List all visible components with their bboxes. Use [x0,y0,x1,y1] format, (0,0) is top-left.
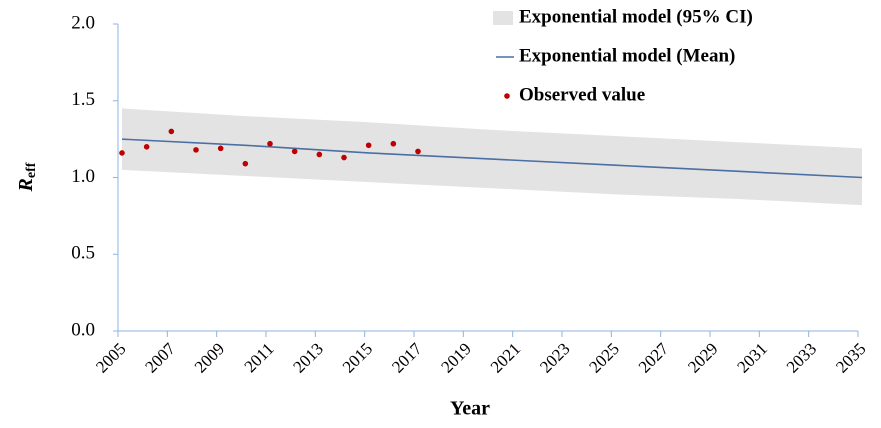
ci-band [122,108,862,206]
x-tick-label: 2027 [635,339,673,377]
observed-point [193,147,199,153]
mean-line [121,138,863,179]
observed-point [242,160,249,167]
y-axis-title: Reff [15,162,40,192]
observed-point [168,128,175,135]
legend-label: Exponential model (Mean) [519,45,735,66]
x-tick-label: 2007 [141,339,179,377]
y-axis-title-main: R [15,178,37,192]
x-tick-label: 2029 [684,339,721,376]
x-tick-label: 2011 [241,339,278,376]
y-tick-label: 2.0 [71,12,95,33]
x-tick-label: 2005 [92,339,129,376]
legend-swatch [493,11,513,25]
observed-point [143,144,150,150]
y-tick-label: 1.0 [71,166,95,187]
legend-label: Observed value [519,84,645,105]
observed-point [267,140,273,147]
observed-point [390,140,397,147]
x-tick-label: 2019 [437,339,474,376]
observed-point [365,142,372,149]
x-tick-label: 2023 [536,339,573,376]
x-tick-label: 2035 [832,339,869,376]
x-tick-label: 2021 [487,339,524,376]
x-tick-label: 2015 [339,339,376,376]
observed-point [291,148,298,155]
x-axis-title: Year [450,398,490,420]
x-tick-label: 2025 [585,339,622,376]
observed-point [119,150,125,156]
x-tick-label: 2033 [783,339,820,376]
y-tick-label: 0.0 [71,319,95,340]
observed-point [415,148,421,155]
legend-label: Exponential model (95% CI) [519,6,753,27]
y-axis-title-sub: eff [24,162,39,178]
observed-point [217,145,224,152]
x-tick-label: 2009 [191,339,228,376]
y-tick-label: 1.5 [71,89,95,110]
legend-swatch [504,93,510,99]
observed-point [316,151,323,158]
x-tick-label: 2031 [733,339,770,376]
x-tick-label: 2017 [388,339,426,377]
x-tick-label: 2013 [289,339,326,376]
observed-point [341,154,347,161]
y-tick-label: 0.5 [71,243,95,264]
